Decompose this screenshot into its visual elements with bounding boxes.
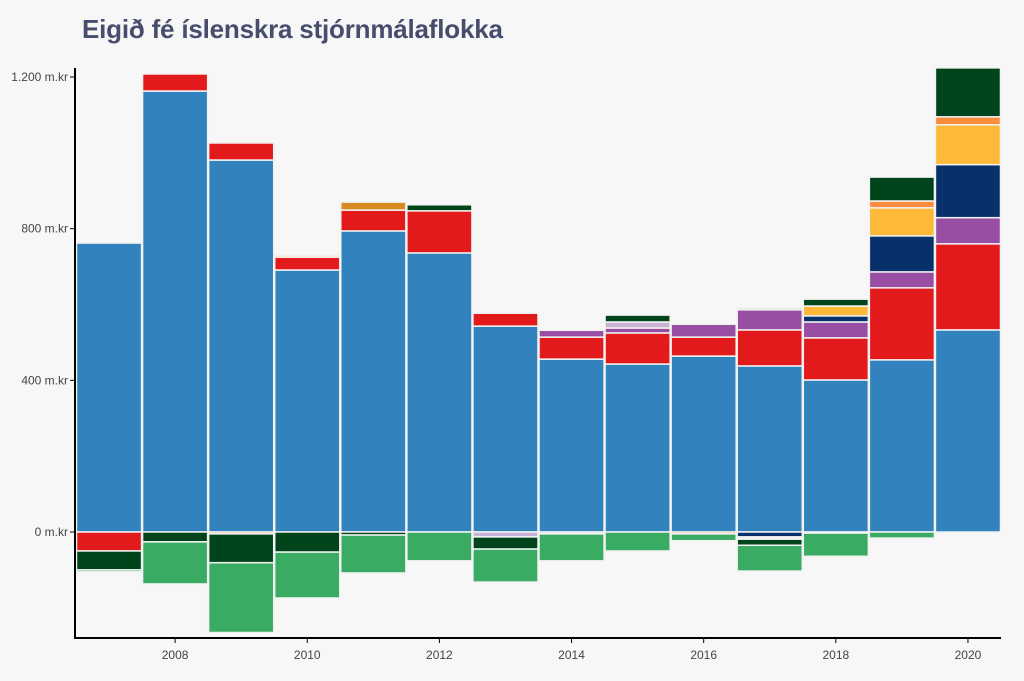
bar-segment-2008-11: [141, 541, 209, 585]
bar-segment-2009-0: [207, 159, 275, 533]
bar-segment-2018-0: [802, 379, 870, 533]
bar-segment-2016-0: [670, 355, 737, 533]
bar-segment-2014-11: [538, 533, 605, 562]
bar-segment-2010-11: [273, 551, 341, 599]
bar-segment-2018-10: [802, 298, 870, 307]
bar-segment-2010-0: [273, 269, 341, 533]
y-tick-label: 400 m.kr: [21, 373, 68, 387]
bar-segment-2013-1: [472, 312, 539, 327]
bar-segment-2015-10: [604, 314, 671, 323]
bar-segment-2019-0: [868, 359, 936, 533]
bar-segment-2013-10: [472, 536, 539, 550]
bar-segment-2020-10: [934, 67, 1002, 118]
x-tick-label: 2010: [294, 648, 321, 662]
bar-segment-2013-0: [472, 325, 539, 533]
x-tick-label: 2014: [558, 648, 585, 662]
x-tick-label: 2008: [162, 648, 189, 662]
x-tick-label: 2012: [426, 648, 453, 662]
bar-segment-2017-0: [736, 365, 804, 533]
y-tick-label: 0 m.kr: [35, 525, 68, 539]
x-axis: 2008 2010 2012 2014 2016 2018 2020: [74, 637, 1001, 662]
bar-segment-2009-11: [207, 561, 275, 634]
bar-segment-2016-11: [670, 533, 737, 542]
bar-segment-2016-2: [670, 323, 737, 338]
bar-segment-2019-2: [868, 271, 936, 289]
bar-segment-2019-4: [868, 235, 936, 273]
bar-segment-2016-1: [670, 336, 737, 357]
chart-title: Eigið fé íslenskra stjórnmálaflokka: [82, 14, 503, 44]
bar-segment-2015-0: [604, 363, 671, 533]
bar-segment-2019-11: [868, 531, 936, 539]
bar-segment-2018-1: [802, 337, 870, 381]
bar-segment-2013-11: [472, 548, 539, 583]
bar-segment-2017-9: [736, 307, 804, 311]
bar-segment-2018-11: [802, 532, 870, 558]
bar-segment-2010-1: [273, 256, 341, 271]
bar-segment-2015-11: [604, 531, 671, 552]
bar-segment-2014-1: [538, 336, 605, 360]
bar-segment-2020-6: [934, 124, 1002, 166]
bar-segment-2017-11: [736, 544, 804, 572]
bar-segment-2010-5: [273, 254, 341, 258]
bar-segment-2011-1: [340, 209, 407, 232]
bar-segment-2014-0: [538, 358, 605, 533]
bar-segment-2020-4: [934, 163, 1002, 219]
bar-segment-2019-1: [868, 287, 936, 361]
bar-segment-2008-1: [141, 73, 209, 92]
bar-segment-2017-10: [736, 538, 804, 547]
bar-segment-2007-1: [75, 531, 143, 552]
x-tick-label: 2020: [955, 648, 982, 662]
bar-segment-2008-0: [141, 90, 209, 533]
bar-segment-2012-1: [406, 210, 473, 254]
bar-segment-2020-2: [934, 216, 1002, 245]
x-tick-label: 2016: [690, 648, 717, 662]
bar-segment-2012-0: [406, 252, 473, 533]
bars-layer: [75, 67, 1002, 634]
bar-segment-2017-1: [736, 329, 804, 367]
bar-segment-2007-10: [75, 550, 143, 571]
bar-segment-2011-8: [340, 201, 407, 211]
bar-segment-2018-2: [802, 321, 870, 339]
bar-segment-2008-10: [141, 531, 209, 543]
bar-segment-2012-10: [406, 204, 473, 212]
bar-segment-2011-0: [340, 230, 407, 533]
x-tick-label: 2018: [822, 648, 849, 662]
bar-segment-2009-10: [207, 533, 275, 564]
bar-segment-2020-7: [934, 116, 1002, 126]
bar-segment-2015-3: [604, 321, 671, 329]
bar-segment-2011-11: [340, 534, 407, 574]
bar-segment-2010-10: [273, 531, 341, 553]
bar-segment-2009-1: [207, 142, 275, 161]
y-tick-label: 800 m.kr: [21, 222, 68, 236]
bar-segment-2015-1: [604, 332, 671, 365]
bar-segment-2019-6: [868, 207, 936, 237]
bar-segment-2019-7: [868, 200, 936, 209]
bar-segment-2017-2: [736, 309, 804, 331]
bar-segment-2007-0: [75, 242, 143, 533]
bar-segment-2019-10: [868, 176, 936, 202]
bar-segment-2020-1: [934, 243, 1002, 331]
bar-segment-2012-11: [406, 531, 473, 562]
bar-segment-2014-2: [538, 329, 605, 338]
bar-segment-2007-11: [75, 569, 143, 573]
y-tick-label: 1.200 m.kr: [11, 70, 68, 84]
y-axis: 0 m.kr 400 m.kr 800 m.kr 1.200 m.kr: [11, 68, 76, 638]
bar-segment-2020-0: [934, 329, 1002, 533]
bar-segment-2018-4: [802, 315, 870, 323]
bar-segment-2018-6: [802, 305, 870, 317]
